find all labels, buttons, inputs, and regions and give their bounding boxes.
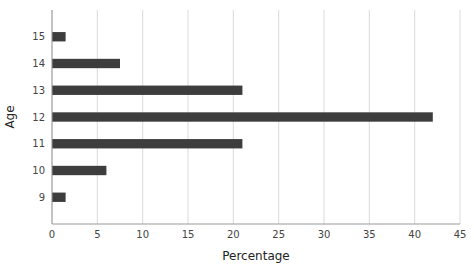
x-tick-label: 15 — [182, 229, 195, 240]
y-tick-label: 14 — [32, 58, 45, 69]
chart: 0 5 10 15 20 25 30 35 40 45 9 10 11 12 13 14 15 Percentag… — [0, 0, 474, 268]
y-tick-label: 11 — [32, 138, 45, 149]
x-axis-line — [52, 224, 460, 225]
x-axis-label: Percentage — [222, 249, 290, 263]
x-tick-label: 5 — [94, 229, 100, 240]
x-tick-label: 45 — [454, 229, 467, 240]
x-tick-label: 10 — [136, 229, 149, 240]
x-tick-label: 40 — [408, 229, 421, 240]
bar — [52, 193, 66, 202]
bar — [52, 86, 242, 95]
grid — [52, 10, 460, 224]
y-tick-label: 12 — [32, 112, 45, 123]
grid-line — [460, 10, 461, 224]
bar — [52, 166, 106, 175]
x-tick-label: 0 — [49, 229, 55, 240]
grid-line — [52, 10, 53, 224]
bars — [52, 32, 433, 202]
y-axis-label: Age — [3, 105, 17, 128]
y-tick-label: 10 — [32, 165, 45, 176]
bar — [52, 139, 242, 148]
y-axis-line — [52, 10, 53, 224]
bar — [52, 112, 433, 121]
y-tick-label: 15 — [32, 31, 45, 42]
x-tick-label: 30 — [318, 229, 331, 240]
bar — [52, 59, 120, 68]
x-tick-label: 20 — [227, 229, 240, 240]
bar — [52, 32, 66, 41]
y-tick-label: 13 — [32, 85, 45, 96]
x-tick-label: 35 — [363, 229, 376, 240]
chart-container: 0 5 10 15 20 25 30 35 40 45 9 10 11 12 13 14 15 Percentag… — [0, 0, 474, 268]
x-tick-label: 25 — [272, 229, 285, 240]
y-tick-label: 9 — [39, 192, 45, 203]
